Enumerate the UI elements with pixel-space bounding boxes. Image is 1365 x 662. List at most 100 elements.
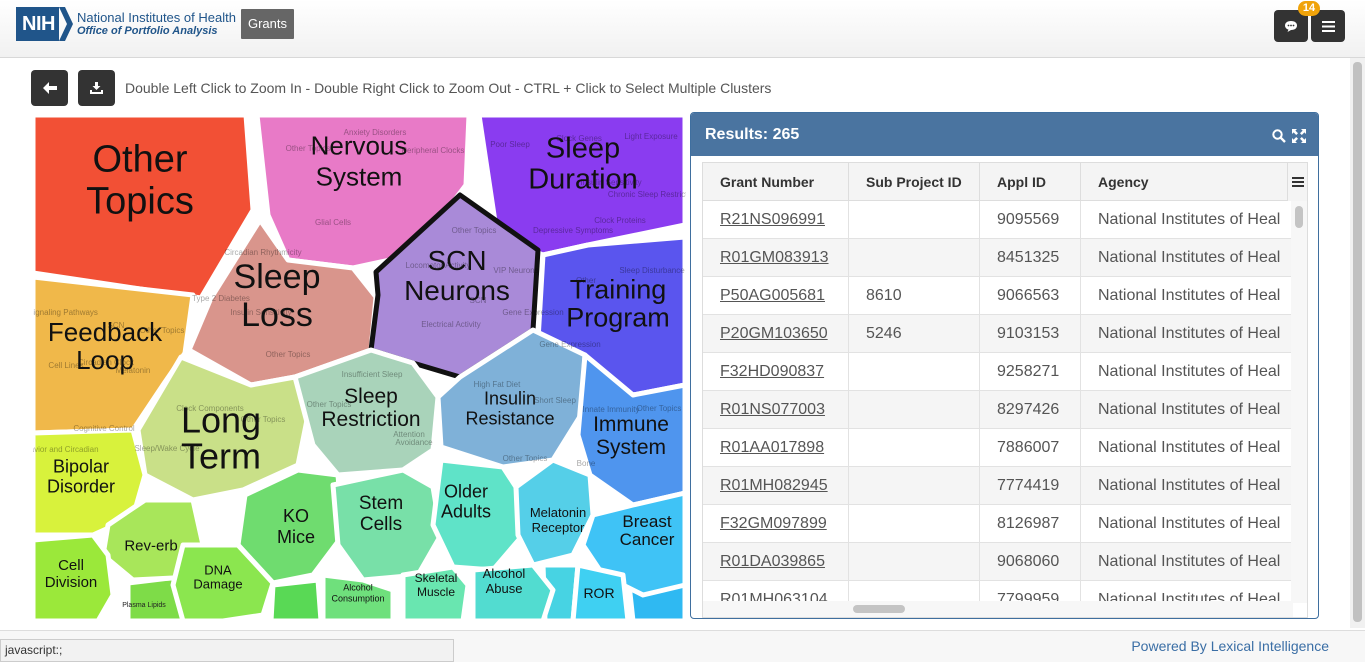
cluster-cell[interactable]: [513, 457, 596, 568]
page-scrollbar[interactable]: [1350, 58, 1365, 628]
cluster-cell[interactable]: [254, 115, 472, 271]
cluster-cell[interactable]: [570, 562, 631, 621]
cluster-cell[interactable]: [33, 532, 116, 621]
cluster-cell[interactable]: [400, 564, 471, 621]
subcluster-label: Other Topics: [307, 400, 352, 409]
expand-icon[interactable]: [1292, 129, 1306, 143]
table-row[interactable]: R01DA039865 9068060 National Institutes of…: [703, 543, 1293, 581]
grants-tag[interactable]: Grants: [241, 9, 294, 39]
cluster-cell[interactable]: [170, 542, 276, 621]
cell-appl-id: 8126987: [980, 505, 1081, 542]
grant-number-link[interactable]: F32GM097899: [720, 515, 827, 532]
subcluster-label: Poor Sleep: [490, 140, 530, 149]
cluster-label: Other: [92, 138, 187, 180]
cell-appl-id: 9066563: [980, 277, 1081, 314]
cluster-cell[interactable]: [268, 577, 324, 621]
download-button[interactable]: [78, 70, 115, 106]
subcluster-label: Avoidance: [395, 438, 433, 447]
subcluster-label: Peripheral Clocks: [402, 146, 465, 155]
cluster-cell[interactable]: [33, 115, 256, 301]
main-menu-button[interactable]: [1311, 10, 1345, 42]
hamburger-icon: [1321, 20, 1335, 32]
cell-agency: National Institutes of Heal: [1098, 325, 1281, 342]
cell-grant-number[interactable]: R01AA017898: [703, 429, 849, 466]
subcluster-label: Other Topics: [286, 144, 331, 153]
subcluster-label: SCN: [108, 321, 125, 330]
cluster-voronoi-map[interactable]: Other Topics Anxiety Disorders Peripheral …: [33, 115, 686, 621]
nih-logo[interactable]: NIH National Institutes of Health Office…: [16, 7, 236, 41]
cluster-label: Sleep: [546, 133, 620, 165]
grid-vertical-scrollbar[interactable]: [1291, 201, 1307, 603]
table-row[interactable]: R01MH063104 7799959 National Institutes of…: [703, 581, 1293, 601]
cluster-cell[interactable]: [135, 354, 311, 503]
powered-by-link[interactable]: Powered By Lexical Intelligence: [1131, 638, 1329, 654]
grant-number-link[interactable]: R01NS077003: [720, 401, 825, 418]
search-icon[interactable]: [1272, 129, 1286, 143]
cell-appl-id: 9095569: [980, 201, 1081, 238]
subcluster-label: VIP Neurons: [493, 266, 538, 275]
cell-grant-number[interactable]: R01MH063104: [703, 581, 849, 601]
cell-grant-number[interactable]: F32HD090837: [703, 353, 849, 390]
table-row[interactable]: R01AA017898 7886007 National Institutes of…: [703, 429, 1293, 467]
grant-number-link[interactable]: P20GM103650: [720, 325, 828, 342]
subcluster-label: Other Topics: [266, 350, 311, 359]
subcluster-label: Other Topics: [140, 326, 185, 335]
grant-number-link[interactable]: R01MH063104: [720, 591, 828, 601]
table-row[interactable]: R01NS077003 8297426 National Institutes of…: [703, 391, 1293, 429]
cluster-label: Cells: [360, 514, 402, 535]
cell-grant-number[interactable]: R21NS096991: [703, 201, 849, 238]
table-row[interactable]: R21NS096991 9095569 National Institutes of…: [703, 201, 1293, 239]
results-grid: Grant Number Sub Project ID Appl ID Agen…: [702, 162, 1308, 618]
table-row[interactable]: P50AG005681 8610 9066563 National Institute…: [703, 277, 1293, 315]
cell-grant-number[interactable]: R01DA039865: [703, 543, 849, 580]
grant-number-link[interactable]: R21NS096991: [720, 211, 825, 228]
cluster-label: Melatonin: [530, 505, 586, 520]
cluster-label: Neurons: [404, 275, 510, 306]
column-header-sub-project-id[interactable]: Sub Project ID: [849, 163, 980, 200]
cell-appl-id: 9103153: [980, 315, 1081, 352]
cell-grant-number[interactable]: P20GM103650: [703, 315, 849, 352]
cluster-label: Alcohol: [343, 583, 373, 593]
subcluster-label: Cognitive Control: [73, 424, 135, 433]
grant-number-link[interactable]: R01GM083913: [720, 249, 829, 266]
cell-grant-number[interactable]: F32GM097899: [703, 505, 849, 542]
cell-grant-number[interactable]: R01GM083913: [703, 239, 849, 276]
cell-agency: National Institutes of Heal: [1098, 553, 1281, 570]
grid-column-menu-button[interactable]: [1287, 163, 1307, 201]
cell-agency: National Institutes of Heal: [1098, 515, 1281, 532]
cluster-label: Alcohol: [483, 566, 526, 581]
cluster-cells: [33, 115, 686, 621]
table-row[interactable]: P20GM103650 5246 9103153 National Institute…: [703, 315, 1293, 353]
back-button[interactable]: [31, 70, 68, 106]
cluster-cell[interactable]: [330, 467, 444, 583]
grant-number-link[interactable]: R01AA017898: [720, 439, 825, 456]
cluster-cell[interactable]: [320, 572, 396, 621]
table-row[interactable]: R01MH082945 7774419 National Institutes of…: [703, 467, 1293, 505]
cluster-cell[interactable]: [430, 457, 526, 573]
cluster-label: Sleep: [344, 385, 398, 408]
subcluster-label: Clock Genes: [556, 134, 602, 143]
grant-number-link[interactable]: F32HD090837: [720, 363, 825, 380]
column-header-grant-number[interactable]: Grant Number: [703, 163, 849, 200]
grid-horizontal-scrollbar[interactable]: [703, 601, 1293, 617]
cell-sub-project-id: [849, 391, 980, 428]
cell-sub-project-id: 8610: [849, 277, 980, 314]
cluster-label: Feedback: [48, 317, 163, 347]
cell-grant-number[interactable]: P50AG005681: [703, 277, 849, 314]
cell-grant-number[interactable]: R01NS077003: [703, 391, 849, 428]
table-row[interactable]: R01GM083913 8451325 National Institutes of…: [703, 239, 1293, 277]
cell-grant-number[interactable]: R01MH082945: [703, 467, 849, 504]
column-header-appl-id[interactable]: Appl ID: [980, 163, 1081, 200]
column-header-agency[interactable]: Agency: [1098, 174, 1149, 190]
subcluster-label: Insulin Sensitivity: [230, 308, 291, 317]
cluster-cell[interactable]: [470, 562, 556, 621]
grant-number-link[interactable]: R01DA039865: [720, 553, 825, 570]
grant-number-link[interactable]: P50AG005681: [720, 287, 825, 304]
table-row[interactable]: F32HD090837 9258271 National Institutes of…: [703, 353, 1293, 391]
cluster-label: ROR: [583, 585, 614, 601]
cluster-label: Receptor: [532, 520, 585, 535]
subcluster-label: Plasma Lipids: [122, 602, 166, 609]
grant-number-link[interactable]: R01MH082945: [720, 477, 828, 494]
table-row[interactable]: F32GM097899 8126987 National Institutes of…: [703, 505, 1293, 543]
cluster-cell[interactable]: [292, 347, 441, 478]
